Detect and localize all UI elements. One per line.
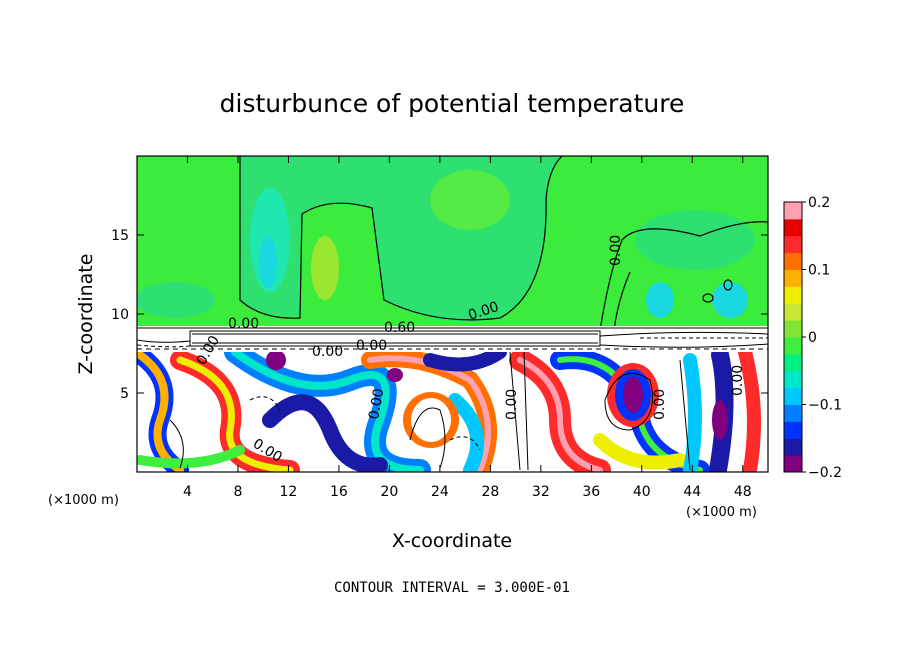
lower-contours: [169, 352, 691, 471]
x-tick-label: 16: [330, 484, 348, 500]
contour-label: 0.00: [504, 389, 520, 420]
x-tick-label: 8: [233, 484, 242, 500]
contour-label: 0.00: [312, 344, 343, 360]
turbulent-cores: [266, 352, 728, 456]
colorbar-swatch: [784, 218, 802, 237]
y-tick-label: 15: [111, 228, 129, 244]
x-axis-title: X-coordinate: [392, 530, 512, 552]
colorbar-swatch: [784, 235, 802, 254]
x-tick-label: 20: [380, 484, 398, 500]
x-tick-label: 44: [683, 484, 701, 500]
colorbar-swatch: [784, 286, 802, 304]
lower-layer-field: [137, 352, 768, 472]
chart-title: disturbunce of potential temperature: [220, 89, 685, 118]
colorbar-swatch: [784, 421, 802, 439]
contour-label: 0.00: [356, 338, 387, 354]
colorbar-swatch: [784, 269, 802, 287]
colorbar-tick-label: −0.2: [808, 465, 842, 481]
y-axis: 5 10 15: [111, 228, 768, 402]
contour-label: 0.60: [384, 320, 415, 336]
colorbar-swatch: [784, 455, 802, 473]
contour-label: 0.00: [366, 387, 387, 420]
colorbar-swatch: [784, 303, 802, 321]
colorbar-swatch: [784, 353, 802, 372]
x-axis-unit-left: (×1000 m): [48, 493, 119, 508]
x-tick-label: 28: [481, 484, 499, 500]
colorbar-swatch: [784, 320, 802, 338]
plot-area: [137, 156, 768, 472]
colorbar-swatch: [784, 370, 802, 389]
y-axis-title: Z-coordinate: [75, 254, 97, 375]
colorbar-swatch: [784, 438, 802, 456]
colorbar-swatch: [784, 252, 802, 270]
colorbar-tick-label: 0: [808, 330, 817, 346]
colorbar-swatch: [784, 202, 802, 220]
colorbar-swatch: [784, 404, 802, 422]
colorbar-swatch: [784, 337, 802, 355]
x-axis-unit-right: (×1000 m): [686, 505, 757, 520]
colorbar-tick-label: 0.2: [808, 195, 830, 211]
contour-label: 0.00: [608, 235, 624, 266]
x-tick-label: 36: [582, 484, 600, 500]
colorbar-swatch: [784, 387, 802, 405]
inversion-band: [137, 326, 768, 352]
y-tick-label: 5: [120, 386, 129, 402]
y-tick-label: 10: [111, 307, 129, 323]
upper-contours: [239, 156, 768, 331]
x-tick-label: 12: [280, 484, 298, 500]
x-tick-label: 32: [532, 484, 550, 500]
x-tick-label: 48: [734, 484, 752, 500]
contour-label: 0.00: [652, 389, 668, 420]
upper-anomaly-patches: [137, 156, 755, 322]
colorbar-tick-label: −0.1: [808, 398, 842, 414]
contour-interval-note: CONTOUR INTERVAL = 3.000E-01: [334, 580, 570, 596]
colorbar: 0.2 0.1 0 −0.1 −0.2: [783, 195, 842, 481]
x-axis: 4 8 12 16 20 24 28 32 36 40 44 48: [183, 156, 752, 500]
contour-label: 0.00: [228, 316, 259, 332]
x-tick-label: 4: [183, 484, 192, 500]
contour-label: 0.00: [730, 365, 746, 396]
colorbar-tick-label: 0.1: [808, 263, 830, 279]
x-tick-label: 24: [431, 484, 449, 500]
x-tick-label: 40: [633, 484, 651, 500]
